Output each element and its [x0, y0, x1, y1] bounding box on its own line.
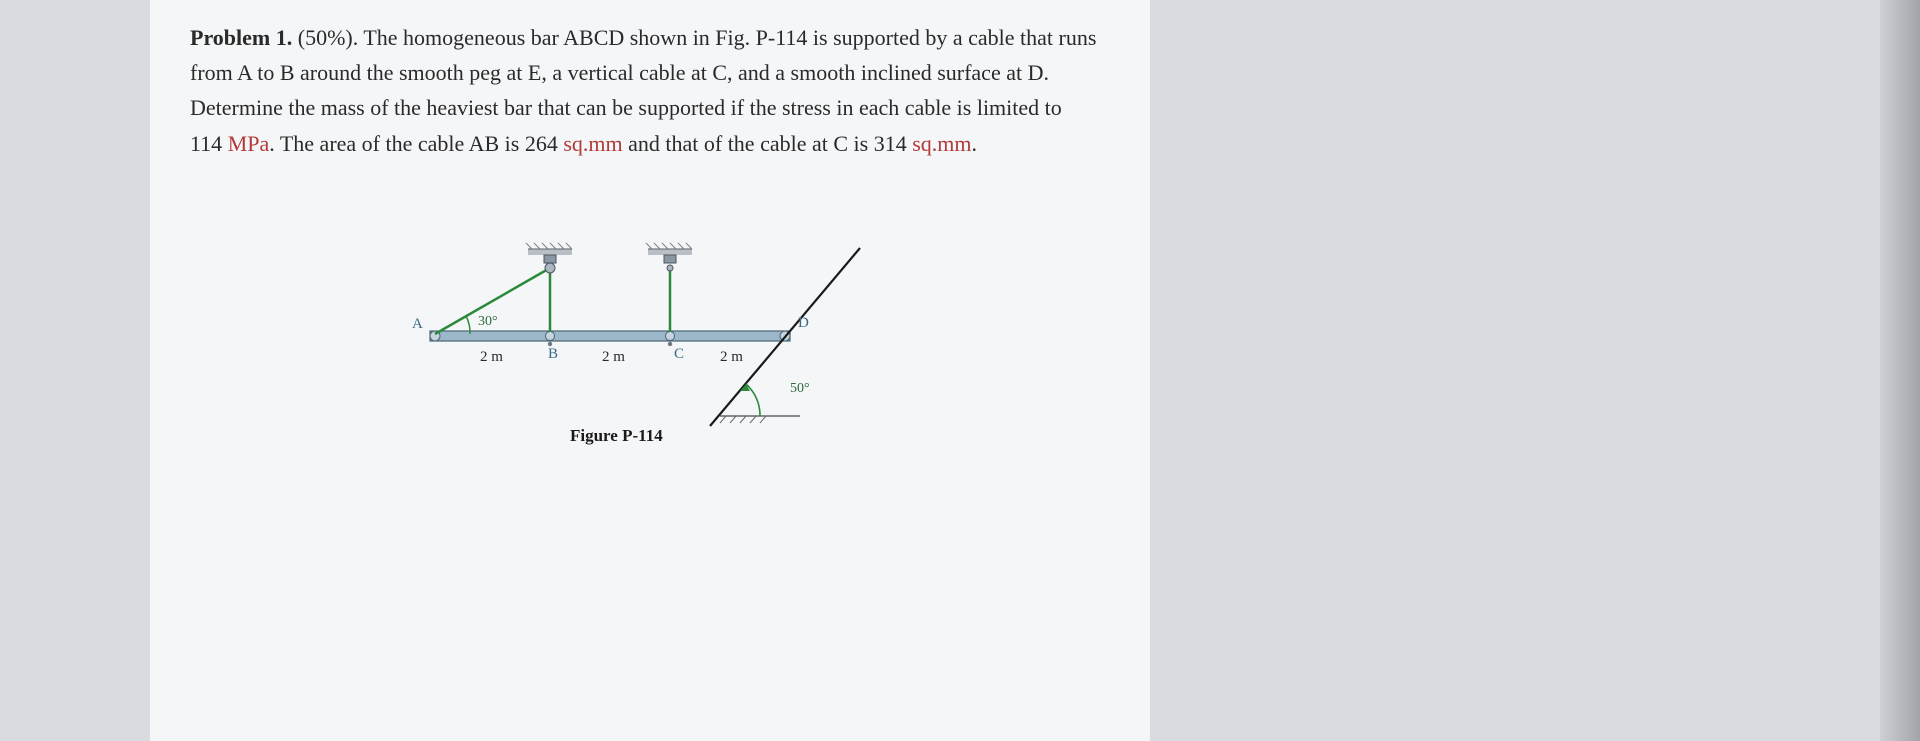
area-ab-value: 264: [525, 131, 558, 156]
angle-a-label: 30°: [478, 314, 498, 330]
problem-text-4: .: [972, 131, 978, 156]
label-a: A: [412, 316, 423, 333]
problem-text-2: . The area of the cable AB is: [269, 131, 525, 156]
dim-cd: 2 m: [720, 349, 743, 366]
label-d: D: [798, 315, 809, 332]
page-edge-shadow: [1880, 0, 1920, 741]
problem-heading: Problem 1.: [190, 25, 292, 50]
figure-caption: Figure P-114: [570, 426, 663, 446]
dim-ab: 2 m: [480, 349, 503, 366]
label-b: B: [548, 346, 558, 363]
stress-value: 114: [190, 131, 222, 156]
area-ab-unit: sq.mm: [563, 131, 622, 156]
stress-unit: MPa: [228, 131, 270, 156]
bar-abcd: [430, 331, 790, 341]
area-c-unit: sq.mm: [912, 131, 971, 156]
support-c: [646, 243, 692, 271]
figure-svg: [390, 221, 910, 441]
area-c-value: 314: [874, 131, 907, 156]
document-page: Problem 1. (50%). The homogeneous bar AB…: [150, 0, 1150, 741]
problem-weight: (50%).: [298, 25, 358, 50]
label-c: C: [674, 346, 684, 363]
peg-e: [526, 243, 572, 273]
angle-d-label: 50°: [790, 381, 810, 397]
dim-bc: 2 m: [602, 349, 625, 366]
problem-text-3: and that of the cable at C is: [623, 131, 874, 156]
figure-p114: A B C D 30° 50° 2 m 2 m 2 m Figure P-114: [390, 221, 910, 481]
problem-statement: Problem 1. (50%). The homogeneous bar AB…: [190, 20, 1110, 161]
